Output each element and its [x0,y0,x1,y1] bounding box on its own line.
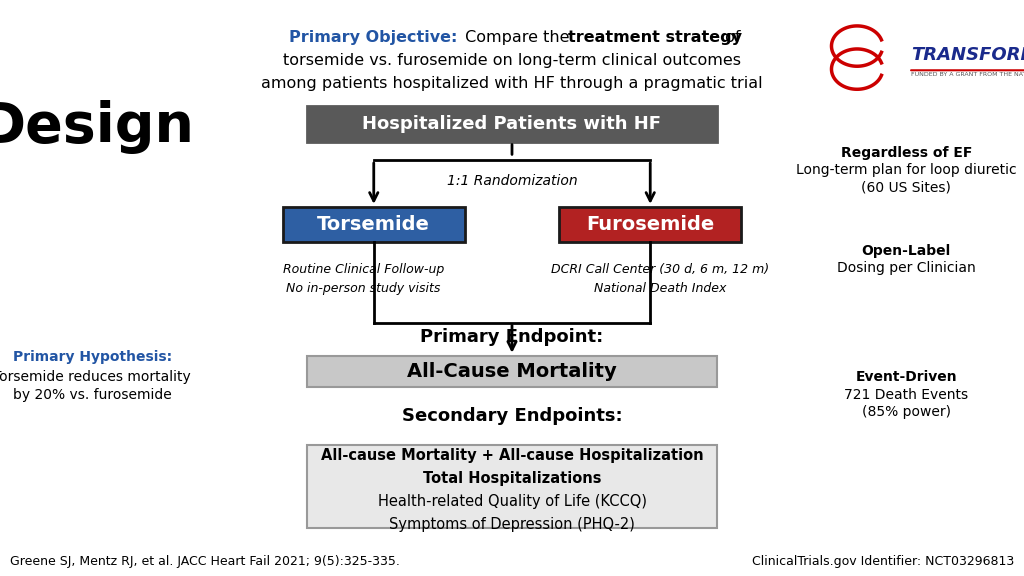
Text: Greene SJ, Mentz RJ, et al. JACC Heart Fail 2021; 9(5):325-335.: Greene SJ, Mentz RJ, et al. JACC Heart F… [10,555,400,568]
Text: Routine Clinical Follow-up
No in-person study visits: Routine Clinical Follow-up No in-person … [283,263,444,295]
Text: Primary Objective:: Primary Objective: [289,30,457,45]
Text: Symptoms of Depression (PHQ-2): Symptoms of Depression (PHQ-2) [389,517,635,532]
FancyBboxPatch shape [559,207,741,242]
Text: of: of [720,30,740,45]
Text: 721 Death Events: 721 Death Events [844,388,969,401]
Text: Total Hospitalizations: Total Hospitalizations [423,471,601,486]
Text: Secondary Endpoints:: Secondary Endpoints: [401,407,623,425]
Text: Hospitalized Patients with HF: Hospitalized Patients with HF [362,115,662,133]
Text: 1:1 Randomization: 1:1 Randomization [446,174,578,188]
FancyBboxPatch shape [307,356,717,388]
Text: Compare the: Compare the [460,30,574,45]
Text: treatment strategy: treatment strategy [568,30,742,45]
Text: Regardless of EF: Regardless of EF [841,146,972,160]
FancyBboxPatch shape [307,445,717,529]
Text: Long-term plan for loop diuretic: Long-term plan for loop diuretic [796,163,1017,177]
Text: Dosing per Clinician: Dosing per Clinician [837,261,976,275]
Text: All-cause Mortality + All-cause Hospitalization: All-cause Mortality + All-cause Hospital… [321,448,703,463]
Text: Design: Design [0,100,195,154]
FancyBboxPatch shape [283,207,465,242]
Text: torsemide vs. furosemide on long-term clinical outcomes: torsemide vs. furosemide on long-term cl… [283,53,741,68]
Text: among patients hospitalized with HF through a pragmatic trial: among patients hospitalized with HF thro… [261,76,763,91]
Text: All-Cause Mortality: All-Cause Mortality [408,362,616,381]
Text: Event-Driven: Event-Driven [855,370,957,384]
Text: ClinicalTrials.gov Identifier: NCT03296813: ClinicalTrials.gov Identifier: NCT032968… [752,555,1014,568]
Text: Health-related Quality of Life (KCCQ): Health-related Quality of Life (KCCQ) [378,494,646,509]
FancyBboxPatch shape [307,106,717,142]
Text: Open-Label: Open-Label [861,244,951,257]
Text: (60 US Sites): (60 US Sites) [861,180,951,194]
Text: Primary Endpoint:: Primary Endpoint: [421,328,603,346]
Text: DCRI Call Center (30 d, 6 m, 12 m)
National Death Index: DCRI Call Center (30 d, 6 m, 12 m) Natio… [551,263,770,295]
Text: TRANSFORM-HF: TRANSFORM-HF [911,46,1024,64]
Text: Torsemide: Torsemide [317,215,430,234]
Text: by 20% vs. furosemide: by 20% vs. furosemide [12,388,172,401]
Text: (85% power): (85% power) [862,405,950,419]
Text: FUNDED BY A GRANT FROM THE NATIONAL INSTITUTES OF HEALTH: FUNDED BY A GRANT FROM THE NATIONAL INST… [911,73,1024,77]
Text: Furosemide: Furosemide [586,215,715,234]
Text: Primary Hypothesis:: Primary Hypothesis: [12,350,172,364]
Text: Torsemide reduces mortality: Torsemide reduces mortality [0,370,191,384]
